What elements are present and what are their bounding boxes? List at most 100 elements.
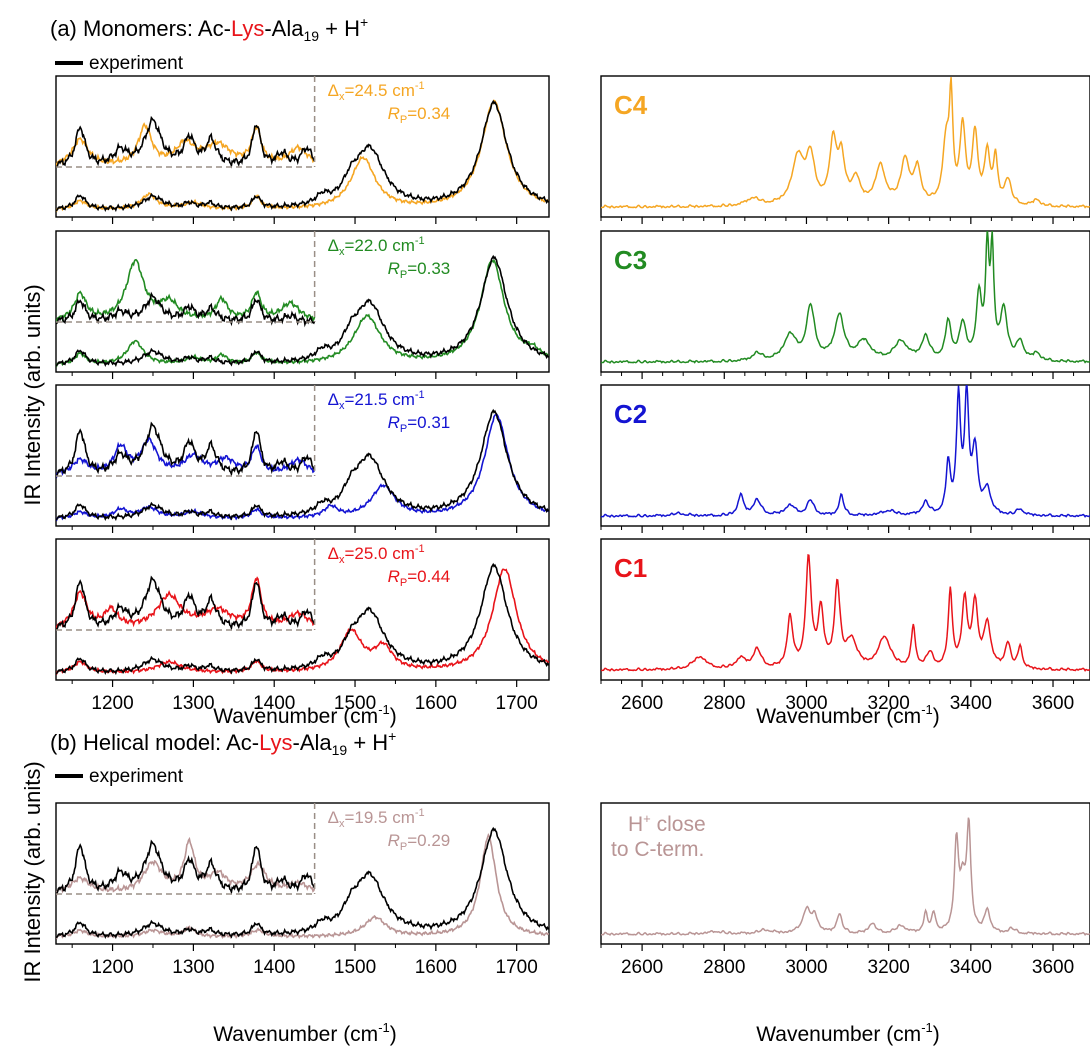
inset-experiment-series — [56, 115, 316, 169]
x-tick-label: 1300 — [172, 957, 214, 978]
x-tick-label: 3600 — [1032, 957, 1074, 978]
inset-theory-series — [56, 258, 316, 325]
xlabel-b-right: Wavenumber (cm-1) — [756, 1020, 940, 1046]
panels: Δx=24.5 cm-1RP=0.34 Δx=22.0 cm-1RP=0.33 Δx… — [55, 75, 1090, 978]
x-tick-label: 2600 — [621, 957, 663, 978]
delta-annotation: Δx=22.0 cm-1 — [328, 235, 425, 258]
inset-theory-series — [56, 576, 316, 631]
panel-plot-area — [601, 553, 1090, 672]
experiment-series — [56, 408, 549, 522]
legend-b-label: experiment — [89, 766, 184, 787]
delta-annotation: Δx=25.0 cm-1 — [328, 543, 425, 566]
conformer-label: C4 — [614, 90, 648, 120]
panel-frame — [55, 538, 550, 681]
inset-theory-series — [56, 122, 316, 169]
ylabel-b: IR Intensity (arb. units) — [20, 761, 45, 982]
x-tick-label: 1400 — [253, 957, 295, 978]
section-b-title: (b) Helical model: Ac-Lys-Ala19 + H+ — [50, 728, 396, 758]
theory-series — [56, 568, 549, 676]
theory-series — [601, 77, 1090, 209]
x-tick-label: 1500 — [334, 957, 376, 978]
inset-experiment-series — [56, 839, 316, 895]
panel-frame — [55, 384, 550, 527]
x-tick-label: 2800 — [703, 693, 745, 714]
panel-plot-area — [56, 99, 549, 213]
helical-annotation-line2: to C-term. — [611, 838, 704, 861]
panel-plot-area — [601, 817, 1090, 937]
x-tick-label: 1300 — [172, 693, 214, 714]
inset-theory-series — [56, 436, 316, 479]
experiment-series — [56, 99, 549, 213]
conformer-label: C1 — [614, 553, 647, 583]
theory-series — [601, 817, 1090, 937]
panel-frame — [55, 75, 550, 218]
ylabel-a: IR Intensity (arb. units) — [20, 284, 45, 505]
x-tick-label: 1500 — [334, 693, 376, 714]
theory-series — [601, 231, 1090, 364]
x-tick-label: 1700 — [496, 957, 538, 978]
x-tick-label: 3400 — [950, 693, 992, 714]
theory-series — [601, 553, 1090, 672]
x-tick-label: 2600 — [621, 693, 663, 714]
theory-series — [56, 833, 549, 940]
xlabel-a-right: Wavenumber (cm-1) — [756, 702, 940, 728]
x-tick-label: 1600 — [415, 957, 457, 978]
x-tick-label: 3600 — [1032, 693, 1074, 714]
legend-a: experiment — [55, 53, 184, 74]
theory-series — [56, 99, 549, 213]
x-tick-label: 1200 — [91, 957, 133, 978]
panel-5: C4 — [600, 75, 1090, 224]
panel-7: C2 — [600, 384, 1090, 533]
panel-1: Δx=24.5 cm-1RP=0.34 — [55, 75, 550, 224]
theory-series — [56, 258, 549, 368]
panel-plot-area — [601, 231, 1090, 364]
inset-experiment-series — [56, 575, 316, 631]
panel-frame — [55, 230, 550, 373]
panel-frame — [600, 384, 1090, 527]
rp-annotation: RP=0.33 — [388, 259, 451, 281]
panel-plot-area — [56, 254, 549, 368]
x-tick-label: 3200 — [868, 957, 910, 978]
panel-plot-area — [56, 408, 549, 522]
rp-annotation: RP=0.29 — [388, 831, 451, 853]
panel-plot-area — [601, 385, 1090, 518]
rp-annotation: RP=0.44 — [388, 567, 451, 589]
section-a-title: (a) Monomers: Ac-Lys-Ala19 + H+ — [50, 14, 368, 44]
panel-frame — [600, 802, 1090, 945]
panel-frame — [600, 75, 1090, 218]
x-tick-label: 1200 — [91, 693, 133, 714]
panel-9: 1200 1300 1400 1500 1600 1700 Δx=19.5 cm-1RP=0… — [55, 802, 550, 978]
x-tick-label: 1700 — [496, 693, 538, 714]
x-tick-label: 1400 — [253, 693, 295, 714]
conformer-label: C2 — [614, 399, 647, 429]
experiment-series — [56, 826, 549, 940]
rp-annotation: RP=0.34 — [388, 104, 451, 126]
panel-6: C3 — [600, 230, 1090, 379]
legend-a-label: experiment — [89, 53, 184, 74]
x-tick-label: 3200 — [868, 693, 910, 714]
x-tick-label: 3400 — [950, 957, 992, 978]
panel-plot-area — [56, 826, 549, 940]
x-tick-label: 2800 — [703, 957, 745, 978]
inset-experiment-series — [56, 291, 316, 328]
panel-plot-area — [601, 77, 1090, 209]
experiment-series — [56, 562, 549, 676]
x-tick-label: 3000 — [785, 957, 827, 978]
conformer-label: C3 — [614, 245, 647, 275]
panel-3: Δx=21.5 cm-1RP=0.31 — [55, 384, 550, 533]
delta-annotation: Δx=19.5 cm-1 — [328, 807, 425, 830]
x-tick-label: 1600 — [415, 693, 457, 714]
panel-plot-area — [56, 562, 549, 676]
panel-frame — [600, 230, 1090, 373]
delta-annotation: Δx=21.5 cm-1 — [328, 389, 425, 412]
legend-b: experiment — [55, 766, 184, 787]
xlabel-b-left: Wavenumber (cm-1) — [213, 1020, 397, 1046]
panel-frame — [600, 538, 1090, 681]
experiment-series — [56, 254, 549, 368]
xlabel-a-left: Wavenumber (cm-1) — [213, 702, 397, 728]
delta-annotation: Δx=24.5 cm-1 — [328, 80, 425, 103]
theory-series — [56, 413, 549, 522]
x-tick-label: 3000 — [785, 693, 827, 714]
